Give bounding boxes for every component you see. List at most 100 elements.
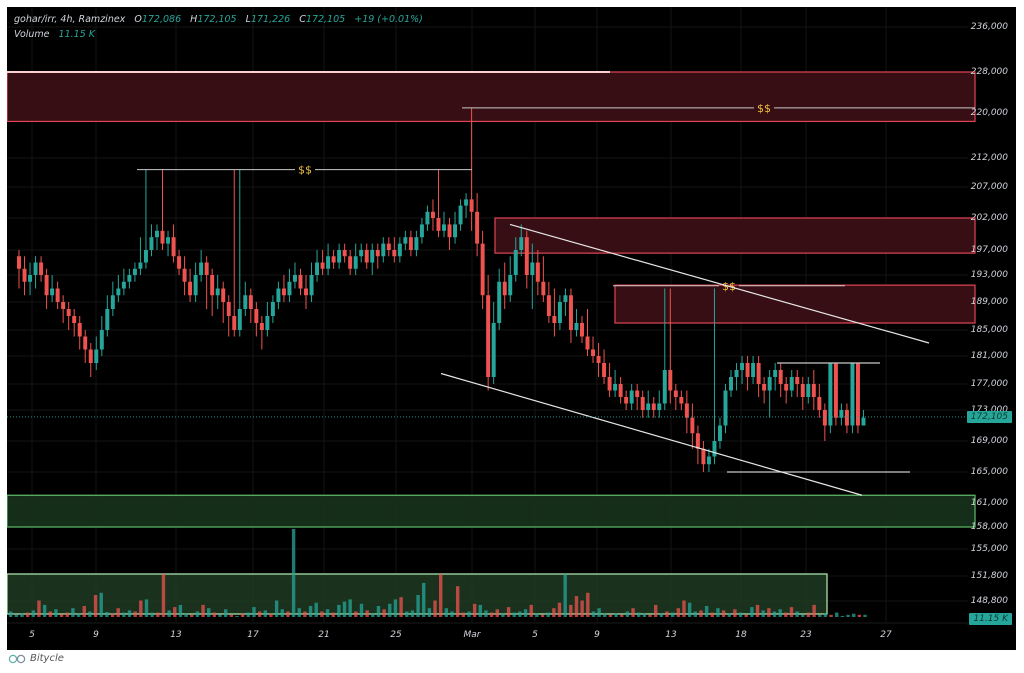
candle-body bbox=[624, 397, 629, 404]
volume-bar bbox=[603, 613, 607, 617]
volume-bar bbox=[574, 596, 579, 617]
volume-bar bbox=[597, 608, 601, 617]
candle-body bbox=[453, 224, 458, 238]
time-tick-label: 5 bbox=[532, 630, 538, 640]
price-tick-label: 228,000 bbox=[970, 67, 1008, 77]
volume-bar bbox=[835, 612, 839, 617]
volume-bar bbox=[325, 609, 330, 617]
candle-body bbox=[204, 262, 209, 275]
candle-body bbox=[17, 256, 21, 269]
volume-bar bbox=[750, 607, 754, 617]
volume-bar bbox=[648, 614, 652, 617]
volume-bar bbox=[812, 604, 816, 617]
volume-bar bbox=[297, 608, 301, 617]
volume-bar bbox=[320, 611, 324, 617]
volume-bar bbox=[506, 607, 511, 617]
volume-bar bbox=[144, 599, 149, 617]
price-tick-label: 202,000 bbox=[970, 213, 1008, 223]
candle-body bbox=[850, 363, 855, 426]
volume-bar bbox=[733, 609, 737, 617]
volume-bar bbox=[569, 604, 573, 617]
time-tick-label: 21 bbox=[318, 630, 330, 640]
high-key: H bbox=[190, 14, 198, 25]
candle-body bbox=[817, 397, 822, 410]
candle-body bbox=[337, 250, 342, 263]
candle-body bbox=[557, 302, 562, 323]
volume-bar bbox=[422, 582, 426, 617]
volume-bar bbox=[789, 607, 794, 617]
candle-body bbox=[298, 275, 303, 289]
candle-body bbox=[458, 205, 463, 225]
volume-bar bbox=[269, 613, 273, 617]
candle-body bbox=[684, 403, 689, 418]
price-tick-label: 161,000 bbox=[970, 498, 1008, 508]
candle-body bbox=[99, 330, 104, 350]
volume-bar bbox=[42, 604, 47, 617]
candle-body bbox=[105, 309, 110, 330]
volume-bar bbox=[280, 609, 284, 617]
volume-bar bbox=[806, 612, 811, 617]
volume-bar bbox=[654, 604, 658, 617]
volume-bar bbox=[444, 608, 449, 617]
close-value: 172,105 bbox=[305, 14, 346, 25]
candle-body bbox=[419, 224, 424, 238]
symbol-label[interactable]: gohar/irr, 4h, Ramzinex bbox=[14, 14, 126, 25]
price-tick-label: 220,000 bbox=[970, 108, 1008, 118]
volume-bar bbox=[427, 608, 432, 617]
volume-bar bbox=[552, 608, 556, 617]
price-tick-label: 181,000 bbox=[970, 351, 1008, 361]
volume-bar bbox=[388, 603, 392, 617]
candle-body bbox=[171, 237, 176, 257]
volume-bar bbox=[665, 611, 669, 617]
volume-bar bbox=[263, 610, 267, 617]
candle-body bbox=[745, 363, 750, 377]
price-tick-label: 212,000 bbox=[970, 153, 1008, 163]
footer-brand: Bitycle bbox=[8, 653, 64, 664]
candle-body bbox=[751, 363, 756, 377]
volume-bar bbox=[212, 612, 217, 617]
candle-body bbox=[574, 323, 579, 330]
chart-frame[interactable]: $$$$$$ gohar/irr, 4h, Ramzinex O172,086 … bbox=[7, 7, 1016, 650]
volume-key[interactable]: Volume bbox=[14, 29, 50, 40]
candle-body bbox=[541, 281, 546, 296]
volume-row: Volume 11.15 K bbox=[14, 27, 423, 42]
candle-body bbox=[326, 256, 331, 269]
candle-body bbox=[304, 288, 308, 296]
volume-bar bbox=[801, 614, 805, 617]
volume-bar bbox=[65, 612, 69, 617]
candle-body bbox=[348, 256, 353, 269]
candle-body bbox=[861, 417, 866, 426]
candle-body bbox=[370, 250, 375, 263]
volume-bar bbox=[608, 614, 613, 617]
price-tick-label: 148,800 bbox=[970, 596, 1008, 606]
candle-body bbox=[386, 243, 391, 250]
volume-bar bbox=[76, 613, 81, 617]
volume-bar bbox=[620, 614, 624, 617]
chart-canvas[interactable]: $$$$$$ bbox=[7, 7, 1016, 650]
candle-body bbox=[800, 384, 805, 397]
candle-body bbox=[276, 288, 281, 302]
candle-body bbox=[706, 456, 711, 465]
volume-bar bbox=[704, 606, 709, 617]
volume-bar bbox=[167, 610, 171, 617]
candle-body bbox=[309, 275, 314, 296]
candle-body bbox=[673, 390, 678, 397]
candle-body bbox=[535, 262, 540, 282]
candle-body bbox=[508, 275, 513, 296]
volume-bar bbox=[489, 612, 494, 617]
volume-bar bbox=[416, 595, 420, 617]
candle-body bbox=[679, 397, 684, 404]
candle-body bbox=[486, 295, 491, 377]
candle-body bbox=[127, 275, 132, 282]
candle-body bbox=[166, 237, 171, 244]
volume-bar bbox=[71, 608, 75, 617]
candle-body bbox=[740, 363, 745, 370]
price-tick-label: 169,000 bbox=[970, 436, 1008, 446]
candle-body bbox=[392, 250, 397, 257]
volume-bar bbox=[354, 611, 358, 617]
candle-body bbox=[756, 363, 761, 384]
volume-bar bbox=[207, 608, 211, 617]
candle-body bbox=[640, 397, 645, 410]
candle-body bbox=[563, 295, 568, 302]
candle-body bbox=[613, 384, 618, 391]
